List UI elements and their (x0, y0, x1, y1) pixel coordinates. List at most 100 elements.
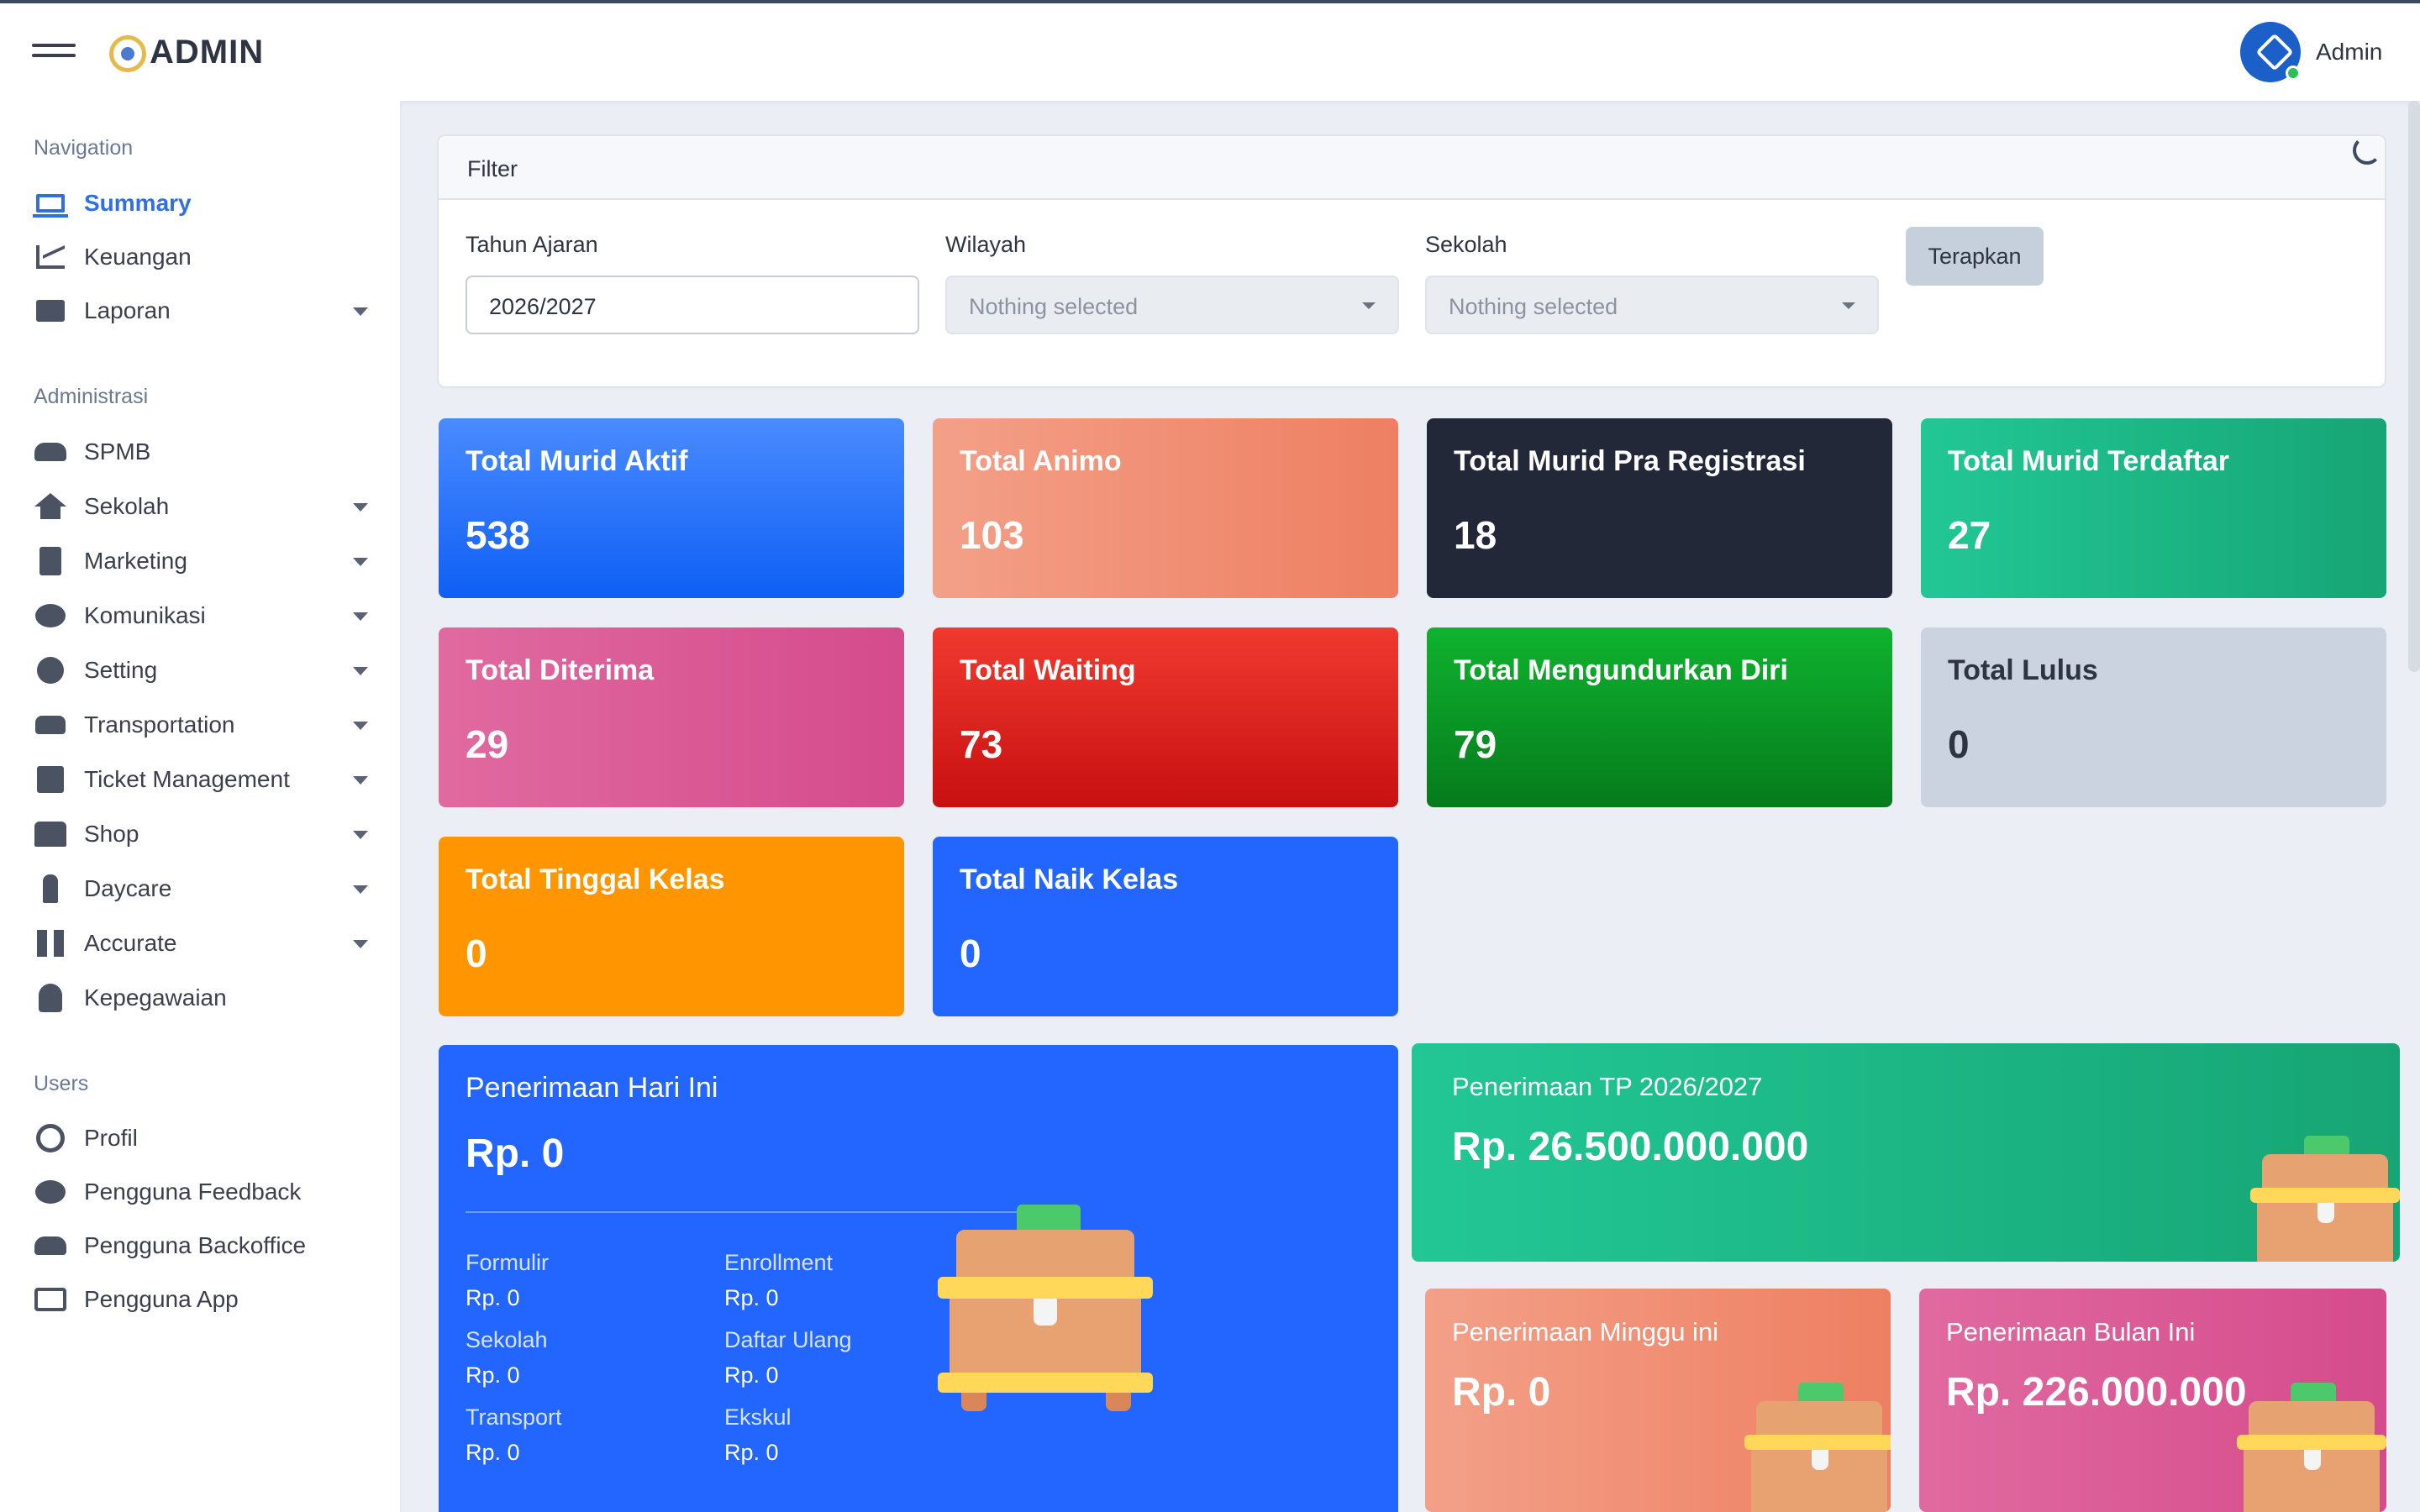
stat-card-pra-registrasi[interactable]: Total Murid Pra Registrasi 18 (1427, 418, 1892, 598)
sidebar-item-label: Setting (84, 657, 158, 683)
detail-label: Formulir (466, 1250, 549, 1275)
stat-card-tinggal-kelas[interactable]: Total Tinggal Kelas 0 (439, 837, 904, 1016)
stat-value: 27 (1948, 513, 1991, 557)
stat-value: 18 (1454, 513, 1497, 557)
menu-toggle-icon[interactable] (32, 44, 76, 59)
stat-title: Total Mengundurkan Diri (1454, 654, 1788, 686)
stat-title: Total Lulus (1948, 654, 2098, 686)
penerimaan-minggu-card[interactable]: Penerimaan Minggu ini Rp. 0 (1425, 1289, 1891, 1512)
stat-title: Total Tinggal Kelas (466, 864, 725, 895)
fin-title: Penerimaan TP 2026/2027 (1452, 1072, 1763, 1101)
chevron-down-icon (353, 667, 368, 675)
stat-value: 79 (1454, 722, 1497, 766)
sidebar-item-transportation[interactable]: Transportation (34, 701, 378, 748)
stat-title: Total Naik Kelas (960, 864, 1179, 895)
stat-title: Total Diterima (466, 654, 655, 686)
stat-card-animo[interactable]: Total Animo 103 (933, 418, 1398, 598)
fin-title: Penerimaan Hari Ini (466, 1072, 718, 1104)
wilayah-label: Wilayah (945, 232, 1027, 257)
sidebar-section-navigation: Navigation (34, 136, 134, 160)
penerimaan-bulan-card[interactable]: Penerimaan Bulan Ini Rp. 226.000.000 (1919, 1289, 2386, 1512)
stat-card-murid-aktif[interactable]: Total Murid Aktif 538 (439, 418, 904, 598)
chevron-down-icon (353, 307, 368, 316)
page-scrollbar[interactable] (2408, 101, 2420, 672)
treasure-chest-icon (1744, 1383, 1891, 1512)
sidebar-section-administrasi: Administrasi (34, 385, 149, 408)
fin-value: Rp. 226.000.000 (1946, 1370, 2247, 1415)
sidebar-item-pengguna-feedback[interactable]: Pengguna Feedback (34, 1168, 378, 1215)
detail-value: Rp. 0 (724, 1362, 779, 1388)
detail-label: Ekskul (724, 1404, 792, 1430)
penerimaan-hari-ini-card[interactable]: Penerimaan Hari Ini Rp. 0 Formulir Rp. 0… (439, 1045, 1398, 1512)
stat-title: Total Murid Pra Registrasi (1454, 445, 1806, 477)
sidebar-item-label: Komunikasi (84, 602, 206, 628)
divider (466, 1211, 1054, 1213)
sidebar-item-keuangan[interactable]: Keuangan (34, 234, 378, 281)
sidebar-item-label: Daycare (84, 875, 172, 901)
sidebar-item-label: Pengguna Backoffice (84, 1232, 307, 1258)
users-icon (34, 437, 67, 467)
loading-spinner-icon (2353, 136, 2381, 165)
treasure-chest-icon (2237, 1383, 2386, 1512)
detail-value: Rp. 0 (466, 1285, 520, 1310)
stat-value: 29 (466, 722, 509, 766)
penerimaan-tp-card[interactable]: Penerimaan TP 2026/2027 Rp. 26.500.000.0… (1412, 1043, 2400, 1262)
sekolah-select[interactable]: Nothing selected (1425, 276, 1879, 334)
sidebar-item-label: Transportation (84, 711, 235, 738)
sidebar-item-laporan[interactable]: Laporan (34, 287, 378, 334)
stat-title: Total Waiting (960, 654, 1136, 686)
tahun-ajaran-input[interactable]: 2026/2027 (466, 276, 919, 334)
stat-card-naik-kelas[interactable]: Total Naik Kelas 0 (933, 837, 1398, 1016)
sidebar-item-summary[interactable]: Summary (33, 180, 378, 227)
stat-value: 0 (466, 932, 487, 975)
sidebar-item-sekolah[interactable]: Sekolah (34, 483, 378, 530)
comment-icon (34, 601, 67, 631)
stat-card-diterima[interactable]: Total Diterima 29 (439, 627, 904, 807)
sidebar-item-kepegawaian[interactable]: Kepegawaian (34, 974, 378, 1021)
detail-value: Rp. 0 (466, 1440, 520, 1465)
stat-card-mengundurkan-diri[interactable]: Total Mengundurkan Diri 79 (1427, 627, 1892, 807)
treasure-chest-icon (2250, 1136, 2400, 1262)
sidebar-item-shop[interactable]: Shop (34, 811, 378, 858)
sidebar-item-marketing[interactable]: Marketing (34, 538, 378, 585)
stat-card-waiting[interactable]: Total Waiting 73 (933, 627, 1398, 807)
gear-icon (34, 655, 67, 685)
wilayah-select[interactable]: Nothing selected (945, 276, 1399, 334)
sidebar-item-accurate[interactable]: Accurate (34, 920, 378, 967)
stat-value: 103 (960, 513, 1024, 557)
sidebar-item-komunikasi[interactable]: Komunikasi (34, 592, 378, 639)
file-icon (34, 546, 67, 576)
detail-label: Enrollment (724, 1250, 834, 1275)
sidebar-item-label: Shop (84, 821, 139, 847)
sidebar-item-pengguna-backoffice[interactable]: Pengguna Backoffice (34, 1222, 378, 1269)
filter-title: Filter (467, 156, 518, 181)
sidebar-item-label: Pengguna App (84, 1286, 239, 1312)
filter-header[interactable]: Filter (439, 136, 2385, 200)
stat-card-terdaftar[interactable]: Total Murid Terdaftar 27 (1921, 418, 2386, 598)
stat-title: Total Animo (960, 445, 1122, 477)
logo-icon (109, 35, 146, 72)
sidebar-item-profil[interactable]: Profil (34, 1115, 378, 1162)
sidebar-section-users: Users (34, 1072, 89, 1095)
sekolah-label: Sekolah (1425, 232, 1507, 257)
sidebar-item-ticket-management[interactable]: Ticket Management (34, 756, 378, 803)
laptop-icon (33, 188, 68, 218)
user-circle-icon (34, 1123, 67, 1153)
chevron-down-icon (353, 558, 368, 566)
sidebar-item-setting[interactable]: Setting (34, 647, 378, 694)
sidebar-item-spmb[interactable]: SPMB (34, 428, 378, 475)
chevron-down-icon (353, 722, 368, 730)
sidebar-item-pengguna-app[interactable]: Pengguna App (34, 1276, 378, 1323)
tahun-ajaran-label: Tahun Ajaran (466, 232, 598, 257)
brand-title[interactable]: ADMIN (150, 34, 265, 71)
fin-value: Rp. 0 (466, 1131, 565, 1176)
chevron-down-icon (353, 885, 368, 894)
child-icon (34, 874, 67, 904)
apply-filter-button[interactable]: Terapkan (1906, 227, 2044, 286)
fin-value: Rp. 0 (1452, 1370, 1551, 1415)
sidebar-item-label: Keuangan (84, 244, 192, 270)
detail-value: Rp. 0 (724, 1285, 779, 1310)
stat-card-lulus[interactable]: Total Lulus 0 (1921, 627, 2386, 807)
sidebar-item-daycare[interactable]: Daycare (34, 865, 378, 912)
user-name[interactable]: Admin (2316, 39, 2383, 65)
